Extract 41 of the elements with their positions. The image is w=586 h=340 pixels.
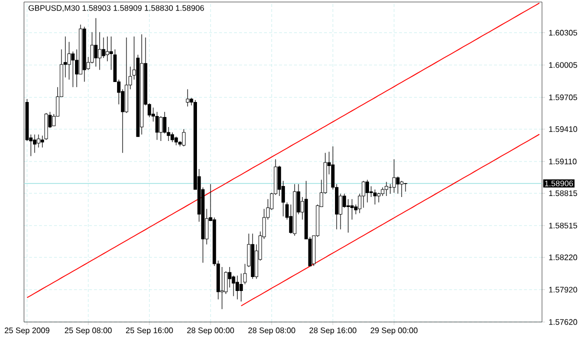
y-tick-label: 1.59110 <box>549 158 577 164</box>
y-tick-label: 1.59705 <box>549 94 578 100</box>
candlestick <box>400 180 404 198</box>
y-tick-label: 1.60305 <box>549 30 578 36</box>
x-tick-label: 25 Sep 2009 <box>4 328 50 335</box>
candlestick <box>377 192 380 203</box>
candlestick <box>155 112 159 140</box>
candlestick <box>98 32 102 70</box>
chart-title: GBPUSD,M30 1.58903 1.58909 1.58830 1.58906 <box>28 5 204 12</box>
x-tick-label: 25 Sep 16:00 <box>126 328 173 335</box>
candlestick <box>404 182 408 192</box>
candlestick <box>392 159 396 194</box>
y-tick-label: 1.57920 <box>549 286 578 293</box>
y-tick-label: 1.58515 <box>549 222 578 228</box>
candlestick <box>106 36 110 62</box>
y-tick-label: 1.58815 <box>549 190 578 196</box>
x-tick-label: 28 Sep 08:00 <box>248 328 296 335</box>
candlestick <box>220 266 224 310</box>
candlestick <box>40 135 44 148</box>
candlestick <box>94 18 98 67</box>
candlestick <box>33 134 36 154</box>
candlestick <box>346 198 350 233</box>
y-tick-label: 1.58220 <box>549 254 578 260</box>
candlestick <box>396 176 400 194</box>
candlestick <box>373 189 377 205</box>
candlestick <box>159 116 163 142</box>
candlestick <box>366 179 370 203</box>
x-tick-label: 29 Sep 00:00 <box>370 328 418 335</box>
candlestick <box>71 51 75 88</box>
x-tick-label: 25 Sep 08:00 <box>64 328 112 335</box>
candlestick <box>186 88 190 107</box>
ref-line-label: 1.58906 <box>545 180 573 186</box>
candlestick <box>384 182 388 196</box>
candlestick <box>236 275 240 300</box>
y-tick-label: 1.60005 <box>549 62 578 68</box>
x-tick-label: 28 Sep 16:00 <box>310 328 356 335</box>
y-tick-label: 1.59410 <box>549 126 578 132</box>
candlestick <box>102 37 106 58</box>
candlestick <box>182 128 186 147</box>
x-tick-label: 28 Sep 00:00 <box>187 328 234 335</box>
y-tick-label: 1.57620 <box>549 319 578 325</box>
